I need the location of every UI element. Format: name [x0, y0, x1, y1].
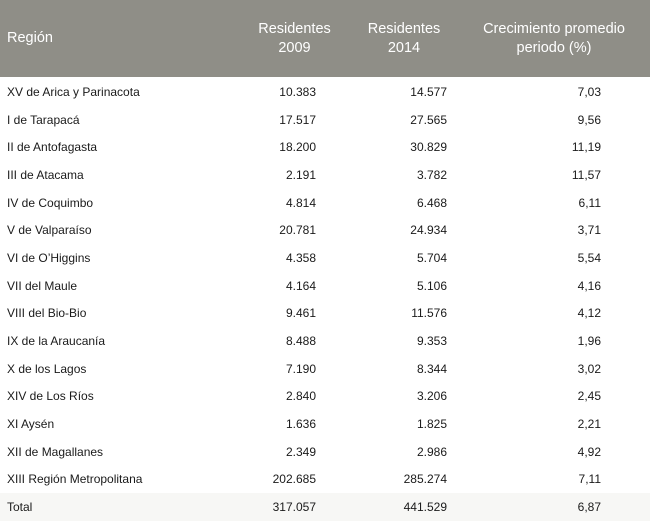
cell-res2014: 30.829 [410, 140, 447, 155]
cell-region: V de Valparaíso [7, 223, 92, 238]
header-growth: Crecimiento promedio periodo (%) [469, 20, 639, 58]
cell-res2009: 1.636 [285, 417, 316, 432]
header-residents-2009-line1: Residentes [258, 20, 331, 37]
cell-growth: 6,11 [578, 195, 601, 210]
cell-region: II de Antofagasta [7, 140, 98, 155]
table-row: V de Valparaíso 20.781 24.934 3,71 [0, 216, 650, 244]
header-growth-line2: periodo (%) [516, 39, 592, 56]
header-region: Región [7, 30, 53, 46]
cell-res2009: 10.383 [279, 84, 316, 99]
table-body: XV de Arica y Parinacota 10.383 14.577 7,03… [0, 77, 650, 493]
table-row: X de los Lagos 7.190 8.344 3,02 [0, 355, 650, 383]
cell-res2014: 3.782 [416, 167, 447, 182]
cell-res2014: 27.565 [410, 112, 447, 127]
header-residents-2014: Residentes 2014 [339, 20, 469, 58]
table-row: I de Tarapacá 17.517 27.565 9,56 [0, 106, 650, 134]
cell-res2009: 2.191 [285, 167, 316, 182]
cell-region: XIII Región Metropolitana [7, 472, 143, 487]
cell-res2009: 18.200 [279, 140, 316, 155]
cell-growth: 3,71 [577, 223, 601, 238]
table-row: XV de Arica y Parinacota 10.383 14.577 7,03 [0, 78, 650, 106]
cell-res2009: 2.349 [285, 444, 316, 459]
table-row: XIII Región Metropolitana 202.685 285.274 7… [0, 466, 650, 494]
table-row: XIV de Los Ríos 2.840 3.206 2,45 [0, 383, 650, 411]
cell-res2014: 1.825 [416, 417, 447, 432]
table-row: IV de Coquimbo 4.814 6.468 6,11 [0, 189, 650, 217]
cell-res2014: 9.353 [416, 334, 447, 349]
cell-res2009: 20.781 [279, 223, 316, 238]
total-res2014: 441.529 [403, 500, 447, 515]
header-residents-2009: Residentes 2009 [250, 20, 339, 58]
table-row: II de Antofagasta 18.200 30.829 11,19 [0, 133, 650, 161]
table-row: XI Aysén 1.636 1.825 2,21 [0, 410, 650, 438]
cell-growth: 7,03 [577, 84, 601, 99]
cell-res2014: 6.468 [416, 195, 447, 210]
cell-res2014: 5.106 [416, 278, 447, 293]
cell-region: XII de Magallanes [7, 444, 104, 459]
cell-res2009: 4.164 [285, 278, 316, 293]
cell-res2014: 2.986 [416, 444, 447, 459]
cell-growth: 7,11 [578, 472, 601, 487]
cell-res2014: 24.934 [410, 223, 447, 238]
cell-res2014: 14.577 [410, 84, 447, 99]
cell-res2014: 8.344 [416, 361, 447, 376]
cell-res2014: 11.576 [411, 306, 447, 321]
table-row: VIII del Bio-Bio 9.461 11.576 4,12 [0, 300, 650, 328]
total-growth: 6,87 [577, 500, 601, 515]
table-header: Región Residentes 2009 Residentes 2014 C… [0, 0, 650, 77]
cell-res2009: 4.358 [285, 250, 316, 265]
cell-res2009: 2.840 [285, 389, 316, 404]
cell-region: XIV de Los Ríos [7, 389, 94, 404]
cell-res2009: 4.814 [285, 195, 316, 210]
cell-region: IX de la Araucanía [7, 334, 106, 349]
table-row: VII del Maule 4.164 5.106 4,16 [0, 272, 650, 300]
cell-res2014: 5.704 [416, 250, 447, 265]
cell-region: XI Aysén [7, 417, 55, 432]
table-row: III de Atacama 2.191 3.782 11,57 [0, 161, 650, 189]
cell-region: I de Tarapacá [7, 112, 80, 127]
cell-growth: 2,45 [577, 389, 601, 404]
table-row: IX de la Araucanía 8.488 9.353 1,96 [0, 327, 650, 355]
cell-growth: 2,21 [577, 417, 601, 432]
header-residents-2014-line2: 2014 [387, 39, 421, 56]
cell-growth: 11,19 [571, 140, 601, 155]
total-label: Total [7, 500, 33, 515]
cell-region: VI de O’Higgins [7, 250, 91, 265]
cell-growth: 11,57 [571, 167, 601, 182]
total-res2009: 317.057 [272, 500, 316, 515]
cell-growth: 4,12 [577, 306, 601, 321]
cell-region: VIII del Bio-Bio [7, 306, 87, 321]
header-residents-2009-line2: 2009 [278, 39, 311, 56]
cell-res2009: 9.461 [285, 306, 316, 321]
cell-res2009: 17.517 [279, 112, 316, 127]
total-row: Total 317.057 441.529 6,87 [0, 493, 650, 521]
header-residents-2014-line1: Residentes [367, 20, 441, 37]
table-row: VI de O’Higgins 4.358 5.704 5,54 [0, 244, 650, 272]
cell-region: VII del Maule [7, 278, 78, 293]
cell-res2009: 8.488 [285, 334, 316, 349]
cell-growth: 3,02 [577, 361, 601, 376]
cell-region: XV de Arica y Parinacota [7, 84, 140, 99]
cell-res2009: 7.190 [285, 361, 316, 376]
table-row: XII de Magallanes 2.349 2.986 4,92 [0, 438, 650, 466]
cell-res2014: 285.274 [403, 472, 447, 487]
cell-res2009: 202.685 [272, 472, 316, 487]
cell-region: IV de Coquimbo [7, 195, 94, 210]
cell-res2014: 3.206 [416, 389, 447, 404]
cell-growth: 4,16 [577, 278, 601, 293]
cell-growth: 1,96 [577, 334, 601, 349]
cell-growth: 5,54 [577, 250, 601, 265]
cell-growth: 4,92 [577, 444, 601, 459]
cell-region: III de Atacama [7, 167, 84, 182]
cell-region: X de los Lagos [7, 361, 87, 376]
cell-growth: 9,56 [577, 112, 601, 127]
header-growth-line1: Crecimiento promedio [483, 20, 625, 37]
